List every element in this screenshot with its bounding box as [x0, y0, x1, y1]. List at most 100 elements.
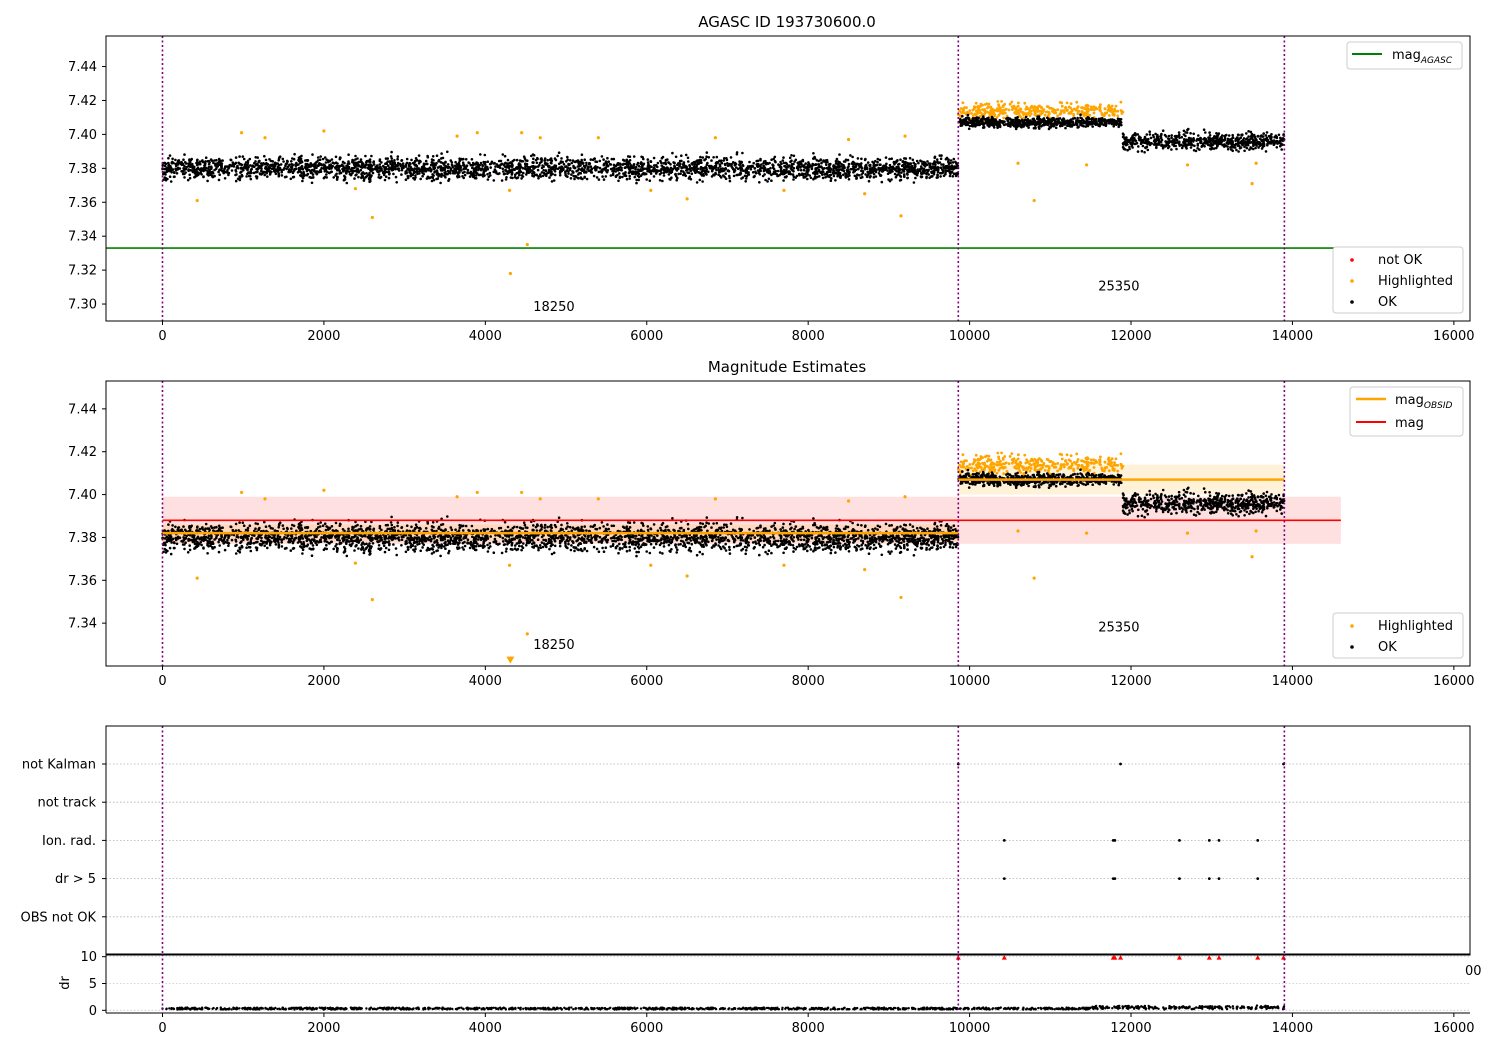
- ok-point: [279, 163, 283, 166]
- ok-point: [923, 165, 927, 168]
- ok-point: [985, 121, 988, 125]
- ok-point: [454, 170, 457, 173]
- ok-point: [354, 158, 357, 161]
- ok-point: [1184, 139, 1188, 142]
- x-tick-label: 12000: [1110, 329, 1151, 344]
- ok-point: [260, 167, 263, 170]
- ok-point: [1160, 138, 1164, 142]
- ok-point: [867, 179, 871, 183]
- ok-point: [758, 173, 762, 176]
- ok-point: [461, 171, 465, 175]
- ok-point: [614, 170, 618, 173]
- ok-point: [678, 165, 681, 168]
- ok-point: [646, 161, 650, 164]
- ok-point: [834, 179, 837, 182]
- ok-point: [199, 170, 202, 174]
- ok-point: [359, 158, 363, 161]
- ok-point: [812, 177, 815, 181]
- ok-point: [884, 156, 888, 159]
- ok-point: [277, 171, 280, 174]
- ok-point: [531, 153, 535, 156]
- highlighted-point: [1060, 104, 1064, 108]
- ok-point: [991, 121, 995, 125]
- ok-point: [356, 168, 360, 172]
- ok-point: [700, 170, 704, 173]
- ok-point: [658, 179, 662, 182]
- ok-point: [1092, 120, 1096, 123]
- ok-point: [693, 162, 697, 166]
- ok-point: [1231, 133, 1234, 137]
- ok-point: [784, 175, 788, 179]
- ok-point: [585, 161, 588, 165]
- ok-point: [372, 163, 376, 166]
- ok-point: [817, 169, 821, 173]
- ok-point: [1145, 145, 1149, 149]
- ok-point: [987, 122, 990, 125]
- ok-point: [335, 172, 338, 176]
- ok-point: [1226, 142, 1230, 146]
- ok-point: [1036, 117, 1039, 121]
- ok-point: [825, 170, 829, 174]
- ok-point: [1243, 149, 1246, 153]
- ok-point: [866, 170, 869, 174]
- ok-point: [347, 153, 350, 156]
- ok-point: [903, 162, 906, 166]
- ok-point: [1035, 123, 1038, 126]
- ok-point: [686, 168, 689, 171]
- highlighted-point: [1098, 105, 1101, 109]
- ok-point: [826, 160, 829, 164]
- ok-point: [676, 176, 679, 180]
- ok-point: [1157, 142, 1161, 146]
- ok-point: [374, 168, 378, 171]
- ok-point: [1021, 122, 1025, 126]
- ok-point: [334, 155, 338, 159]
- highlighted-point: [1053, 108, 1057, 112]
- ok-point: [577, 162, 581, 166]
- ok-point: [361, 163, 365, 167]
- ok-point: [1064, 120, 1067, 123]
- ok-point: [351, 171, 354, 175]
- ok-point: [1136, 150, 1140, 153]
- ok-point: [237, 166, 240, 170]
- ok-point: [426, 162, 429, 166]
- ok-point: [395, 181, 399, 184]
- highlighted-outlier-point: [685, 197, 689, 201]
- ok-point: [458, 167, 461, 170]
- ok-point: [872, 176, 876, 179]
- ok-point: [1223, 145, 1226, 148]
- ok-point: [925, 175, 928, 178]
- ok-point: [447, 179, 450, 182]
- ok-point: [684, 174, 687, 178]
- ok-point: [842, 160, 846, 163]
- ok-point: [930, 171, 934, 175]
- ok-point: [1210, 143, 1213, 147]
- ok-point: [600, 155, 604, 158]
- ok-point: [940, 154, 943, 157]
- ok-point: [929, 162, 932, 165]
- ok-point: [182, 167, 185, 170]
- ok-point: [489, 174, 492, 177]
- ok-point: [832, 174, 836, 178]
- highlighted-point: [1059, 110, 1063, 114]
- ok-point: [1264, 150, 1268, 153]
- ok-point: [724, 177, 728, 180]
- ok-point: [1235, 136, 1239, 139]
- ok-point: [834, 159, 838, 163]
- ok-point: [277, 163, 281, 167]
- ok-point: [531, 169, 534, 172]
- ok-point: [874, 175, 878, 178]
- ok-point: [730, 162, 733, 166]
- ok-point: [830, 177, 833, 180]
- highlighted-outlier-point: [899, 214, 903, 218]
- ok-point: [1011, 119, 1014, 123]
- ok-point: [890, 157, 893, 160]
- highlighted-point: [1120, 110, 1123, 113]
- ok-point: [902, 170, 906, 173]
- ok-point: [329, 166, 332, 169]
- ok-point: [1246, 143, 1250, 147]
- ok-point: [1161, 129, 1165, 132]
- ok-point: [1036, 120, 1039, 123]
- ok-point: [1061, 120, 1064, 124]
- ok-point: [388, 160, 391, 163]
- ok-point: [1177, 141, 1181, 145]
